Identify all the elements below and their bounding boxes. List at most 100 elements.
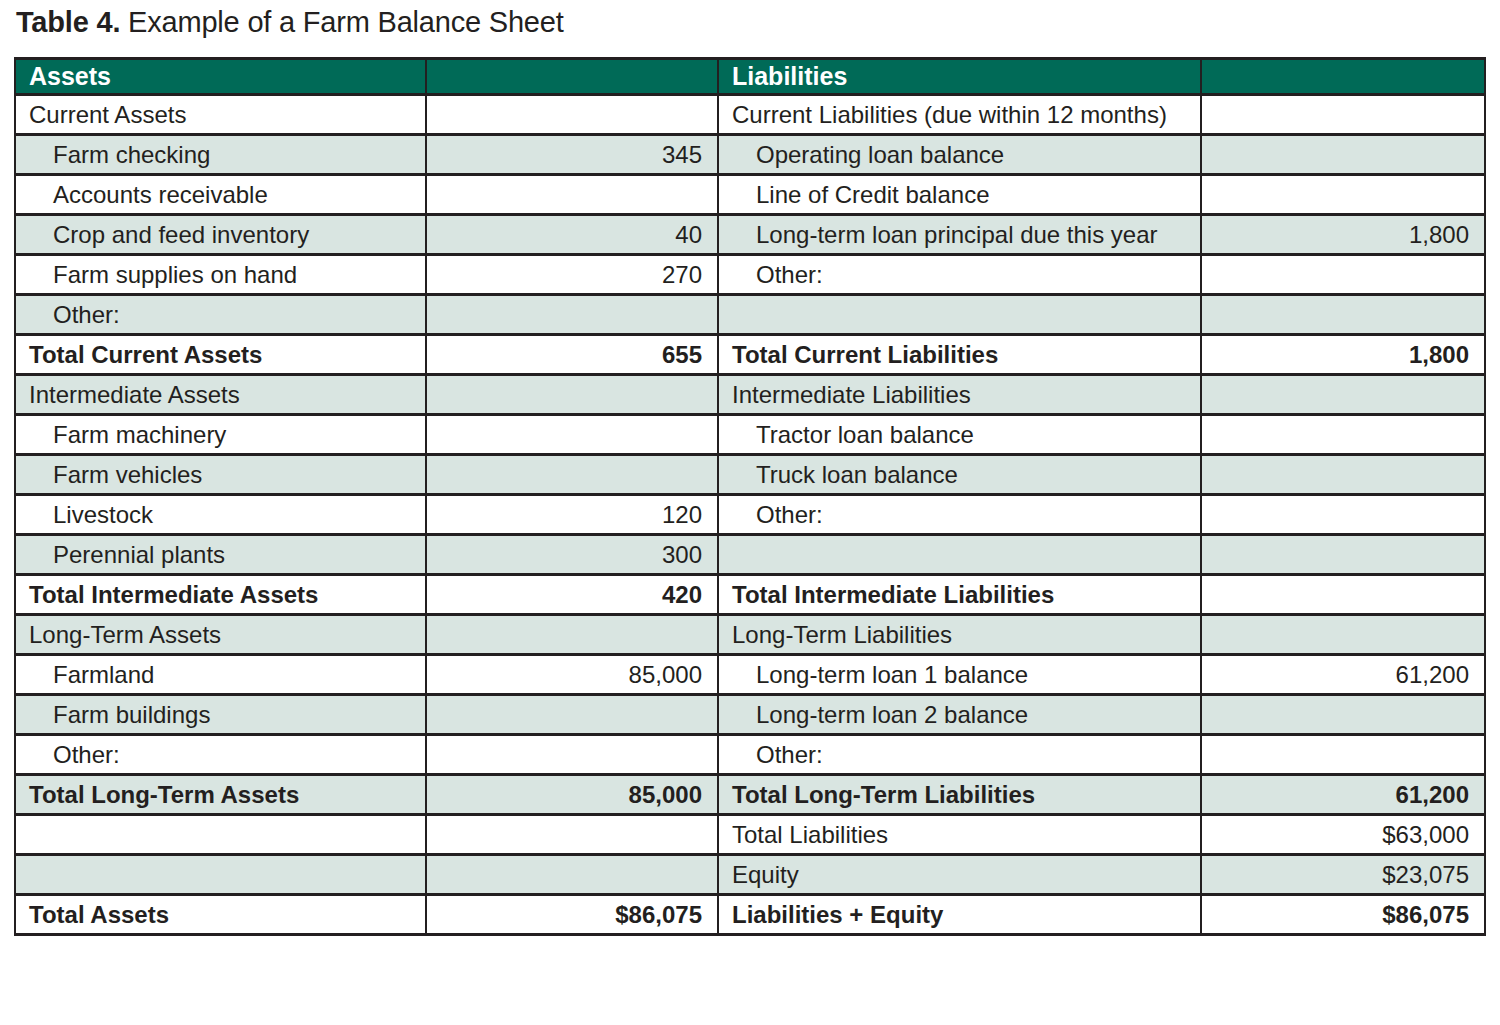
liability-value-cell: 61,200	[1201, 775, 1485, 815]
table-row: Farm supplies on hand270Other:	[15, 255, 1485, 295]
liability-label-cell: Total Intermediate Liabilities	[718, 575, 1201, 615]
asset-value-cell	[426, 415, 718, 455]
table-row: Equity$23,075	[15, 855, 1485, 895]
asset-label-cell	[15, 855, 426, 895]
liability-value-cell: 1,800	[1201, 335, 1485, 375]
document-page: Table 4. Example of a Farm Balance Sheet…	[0, 0, 1500, 1025]
liability-value-cell	[1201, 495, 1485, 535]
liability-value-cell	[1201, 615, 1485, 655]
liability-value-cell	[1201, 735, 1485, 775]
asset-label-cell: Farm checking	[15, 135, 426, 175]
table-row: Other: Other:	[15, 735, 1485, 775]
asset-label-cell: Long-Term Assets	[15, 615, 426, 655]
liability-value-cell	[1201, 375, 1485, 415]
table-row: Total Assets$86,075Liabilities + Equity$…	[15, 895, 1485, 935]
asset-value-cell: 85,000	[426, 655, 718, 695]
liability-value-cell: $23,075	[1201, 855, 1485, 895]
asset-value-cell: 655	[426, 335, 718, 375]
liability-label-cell: Tractor loan balance	[718, 415, 1201, 455]
asset-value-cell	[426, 295, 718, 335]
asset-value-cell	[426, 695, 718, 735]
table-row: Intermediate Assets Intermediate Liabilit…	[15, 375, 1485, 415]
table-title-text: Example of a Farm Balance Sheet	[120, 6, 563, 38]
liability-value-cell: $86,075	[1201, 895, 1485, 935]
asset-label-cell: Farmland	[15, 655, 426, 695]
assets-value-header-cell	[426, 59, 718, 95]
asset-label-cell: Perennial plants	[15, 535, 426, 575]
table-title-prefix: Table 4.	[16, 6, 120, 38]
liability-value-cell	[1201, 255, 1485, 295]
liability-label-cell: Total Liabilities	[718, 815, 1201, 855]
liabilities-value-header-cell	[1201, 59, 1485, 95]
liability-label-cell: Other:	[718, 255, 1201, 295]
asset-label-cell: Farm machinery	[15, 415, 426, 455]
liability-label-cell: Truck loan balance	[718, 455, 1201, 495]
liability-label-cell: Total Current Liabilities	[718, 335, 1201, 375]
liability-value-cell	[1201, 95, 1485, 135]
asset-label-cell: Current Assets	[15, 95, 426, 135]
table-row: Total Long-Term Assets85,000Total Long-T…	[15, 775, 1485, 815]
table-row: Crop and feed inventory40Long-term loan …	[15, 215, 1485, 255]
table-row: Farm vehicles Truck loan balance	[15, 455, 1485, 495]
liability-value-cell	[1201, 455, 1485, 495]
asset-label-cell: Farm supplies on hand	[15, 255, 426, 295]
table-row: Livestock120Other:	[15, 495, 1485, 535]
asset-label-cell: Other:	[15, 735, 426, 775]
liability-label-cell: Long-term loan principal due this year	[718, 215, 1201, 255]
liability-label-cell: Long-term loan 2 balance	[718, 695, 1201, 735]
liability-label-cell: Equity	[718, 855, 1201, 895]
asset-label-cell: Total Long-Term Assets	[15, 775, 426, 815]
liability-value-cell	[1201, 415, 1485, 455]
liability-value-cell	[1201, 135, 1485, 175]
liabilities-header-cell: Liabilities	[718, 59, 1201, 95]
asset-label-cell	[15, 815, 426, 855]
liability-value-cell	[1201, 535, 1485, 575]
farm-balance-sheet-table: Assets Liabilities Current AssetsCurrent…	[14, 57, 1486, 936]
liability-label-cell: Current Liabilities (due within 12 month…	[718, 95, 1201, 135]
asset-label-cell: Farm vehicles	[15, 455, 426, 495]
table-title: Table 4. Example of a Farm Balance Sheet	[16, 6, 564, 39]
table-body: Current Assets Current Liabilities (due w…	[15, 95, 1485, 935]
liability-label-cell	[718, 295, 1201, 335]
liability-label-cell: Intermediate Liabilities	[718, 375, 1201, 415]
liability-label-cell: Operating loan balance	[718, 135, 1201, 175]
liability-label-cell: Long-term loan 1 balance	[718, 655, 1201, 695]
liability-label-cell: Long-Term Liabilities	[718, 615, 1201, 655]
table-row: Total Liabilities$63,000	[15, 815, 1485, 855]
assets-header-cell: Assets	[15, 59, 426, 95]
asset-value-cell	[426, 615, 718, 655]
asset-value-cell: 40	[426, 215, 718, 255]
liability-label-cell: Other:	[718, 495, 1201, 535]
table-row: Total Current Assets655Total Current Lia…	[15, 335, 1485, 375]
table-row: Other:	[15, 295, 1485, 335]
asset-value-cell: 85,000	[426, 775, 718, 815]
asset-label-cell: Farm buildings	[15, 695, 426, 735]
asset-label-cell: Livestock	[15, 495, 426, 535]
liability-label-cell: Line of Credit balance	[718, 175, 1201, 215]
liability-value-cell	[1201, 695, 1485, 735]
table-row: Accounts receivable Line of Credit balanc…	[15, 175, 1485, 215]
table-row: Farm machinery Tractor loan balance	[15, 415, 1485, 455]
asset-value-cell	[426, 815, 718, 855]
asset-label-cell: Total Current Assets	[15, 335, 426, 375]
asset-value-cell: 345	[426, 135, 718, 175]
asset-value-cell: $86,075	[426, 895, 718, 935]
asset-value-cell: 420	[426, 575, 718, 615]
asset-value-cell	[426, 455, 718, 495]
liability-value-cell	[1201, 575, 1485, 615]
table-row: Perennial plants300	[15, 535, 1485, 575]
asset-value-cell: 300	[426, 535, 718, 575]
asset-value-cell	[426, 855, 718, 895]
table-row: Farmland85,000Long-term loan 1 balance61…	[15, 655, 1485, 695]
liability-label-cell: Other:	[718, 735, 1201, 775]
asset-value-cell	[426, 735, 718, 775]
liability-label-cell	[718, 535, 1201, 575]
asset-label-cell: Accounts receivable	[15, 175, 426, 215]
asset-value-cell: 270	[426, 255, 718, 295]
liability-value-cell	[1201, 175, 1485, 215]
liability-value-cell: 1,800	[1201, 215, 1485, 255]
table-row: Farm buildings Long-term loan 2 balance	[15, 695, 1485, 735]
asset-label-cell: Total Assets	[15, 895, 426, 935]
asset-value-cell	[426, 95, 718, 135]
asset-label-cell: Intermediate Assets	[15, 375, 426, 415]
